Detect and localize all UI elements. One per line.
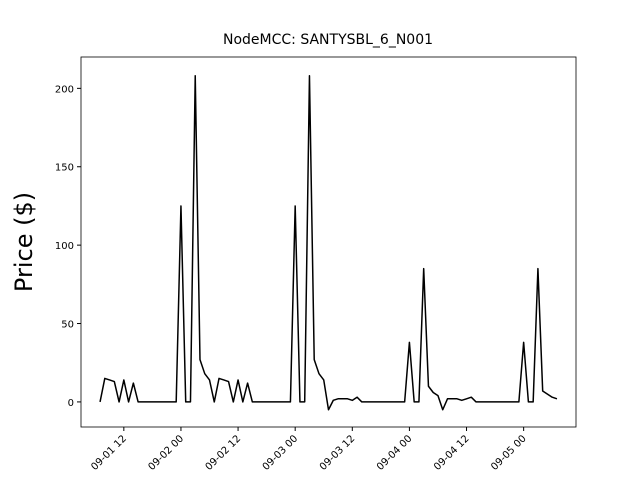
x-tick-label: 09-02 00	[146, 433, 186, 473]
x-tick-label: 09-03 12	[318, 433, 358, 473]
x-tick-label: 09-05 00	[489, 433, 529, 473]
y-tick-label: 200	[55, 84, 74, 95]
y-tick-label: 100	[55, 241, 74, 252]
x-tick-label: 09-01 12	[89, 433, 129, 473]
x-tick-label: 09-03 00	[261, 433, 301, 473]
price-line	[99, 75, 558, 411]
x-tick-label: 09-02 12	[204, 433, 244, 473]
plot-frame	[80, 56, 577, 428]
chart-title: NodeMCC: SANTYSBL_6_N001	[223, 32, 433, 48]
y-tick-label: 150	[55, 163, 74, 174]
y-axis-label: Price ($)	[10, 192, 38, 292]
y-tick-label: 0	[68, 398, 74, 409]
x-tick-label: 09-04 12	[432, 433, 472, 473]
y-tick-label: 50	[61, 320, 74, 331]
x-tick-label: 09-04 00	[375, 433, 415, 473]
